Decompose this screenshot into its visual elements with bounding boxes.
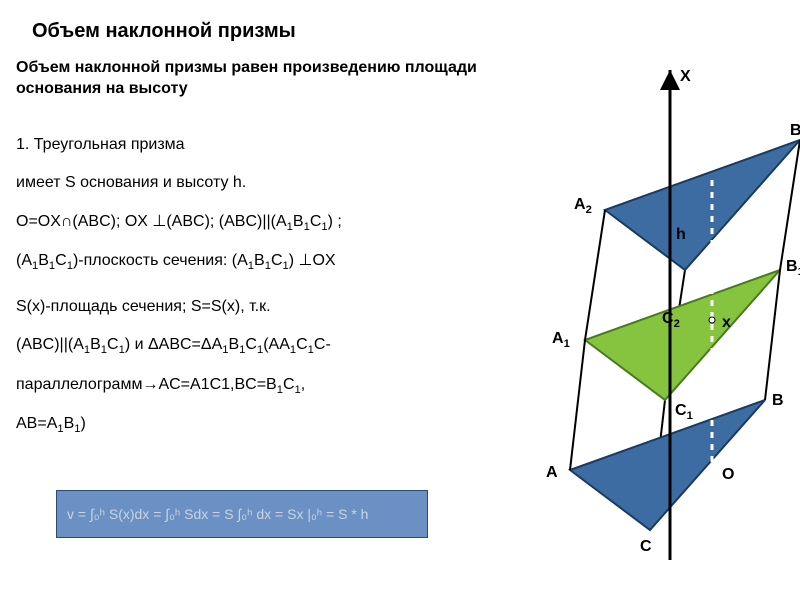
diagram-label-A: A — [546, 464, 558, 482]
integral-formula-text: v = ∫₀ʰ S(x)dx = ∫₀ʰ Sdx = S ∫₀ʰ dx = Sx… — [67, 506, 368, 522]
body-line-3: O=OX∩(ABC); OX ⊥(ABC); (ABC)||(A1B1C1) ; — [16, 207, 496, 238]
diagram-label-C1: C1 — [675, 402, 693, 422]
body-line-8: AB=A1B1) — [16, 409, 496, 440]
body-line-4: (A1B1C1)-плоскость сечения: (A1B1C1) ⊥OX — [16, 246, 496, 277]
body-line-5: S(x)-площадь сечения; S=S(x), т.к. — [16, 292, 496, 322]
prism-svg — [490, 60, 800, 580]
integral-formula-box: v = ∫₀ʰ S(x)dx = ∫₀ʰ Sdx = S ∫₀ʰ dx = Sx… — [56, 490, 428, 538]
diagram-label-B: B — [772, 392, 784, 410]
diagram-label-A1: A1 — [552, 330, 570, 350]
page-title: Объем наклонной призмы — [32, 20, 296, 43]
body-line-2: имеет S основания и высоту h. — [16, 168, 496, 198]
diagram-label-C: C — [640, 538, 652, 556]
diagram-label-O: O — [722, 466, 734, 484]
diagram-label-x_pt: x — [722, 314, 731, 332]
body-line-6: (ABC)||(A1B1C1) и ΔABC=ΔA1B1C1(AA1C1C- — [16, 330, 496, 361]
diagram-label-B1: B1 — [786, 258, 800, 278]
diagram-label-X_axis: X — [680, 68, 691, 86]
body-line-7: параллелограмм→AC=A1C1,BC=B1C1, — [16, 370, 496, 401]
diagram-label-C2: C2 — [662, 310, 680, 330]
body-line-1: 1. Треугольная призма — [16, 130, 496, 160]
prism-diagram: X A B C A1 B1 C1 A2 B2 C2 h x O — [490, 60, 800, 580]
proof-body: 1. Треугольная призма имеет S основания … — [16, 130, 496, 449]
diagram-label-B2: B2 — [790, 122, 800, 142]
diagram-label-A2: A2 — [574, 196, 592, 216]
theorem-statement: Объем наклонной призмы равен произведени… — [16, 58, 536, 100]
diagram-label-h: h — [676, 226, 686, 244]
